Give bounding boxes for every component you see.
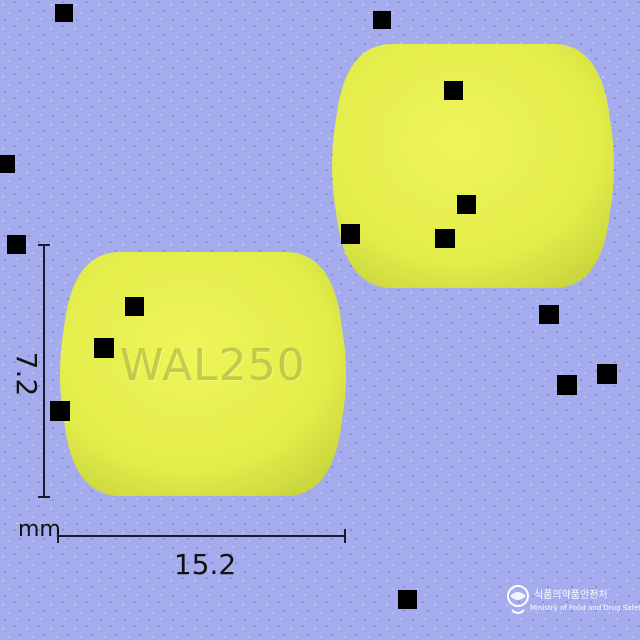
occlusion-square	[457, 195, 476, 214]
height-value: 7.2	[10, 339, 43, 409]
occlusion-square	[125, 297, 144, 316]
occlusion-square	[55, 4, 73, 22]
occlusion-square	[444, 81, 463, 100]
pill-imprint: WAL250	[120, 340, 300, 391]
occlusion-square	[373, 11, 391, 29]
agency-name-english: Ministry of Food and Drug Safety	[530, 604, 640, 612]
width-value: 15.2	[150, 548, 260, 581]
agency-logo-icon	[506, 584, 530, 620]
occlusion-square	[50, 401, 70, 421]
unit-label: mm	[18, 517, 61, 542]
width-tick-right	[344, 529, 346, 543]
occlusion-square	[398, 590, 417, 609]
height-tick-bottom	[38, 496, 50, 498]
occlusion-square	[435, 229, 455, 248]
occlusion-square	[597, 364, 617, 384]
occlusion-square	[539, 305, 559, 324]
occlusion-square	[94, 338, 114, 358]
occlusion-square	[557, 375, 577, 395]
agency-name-korean: 식품의약품안전처	[534, 586, 608, 601]
occlusion-square	[7, 235, 26, 254]
height-tick-top	[38, 244, 50, 246]
pill-back-view	[330, 40, 616, 292]
occlusion-square	[341, 224, 360, 244]
occlusion-square	[0, 155, 15, 173]
height-dimension-line	[43, 244, 45, 498]
width-dimension-line	[58, 535, 346, 537]
